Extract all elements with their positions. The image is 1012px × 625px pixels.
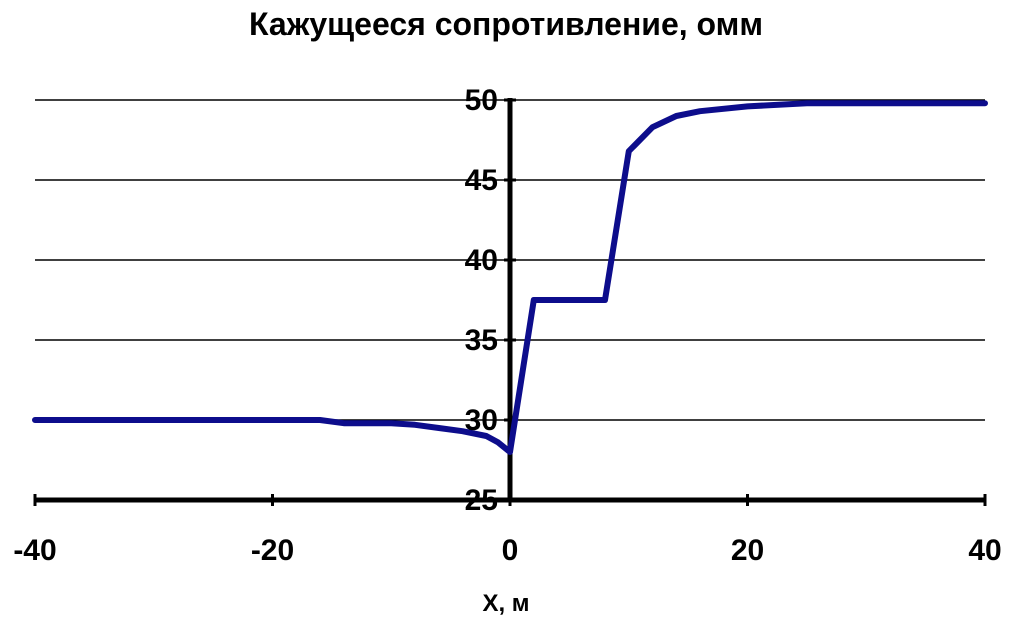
series-layer	[32, 100, 988, 455]
x-tick-label-40: 40	[968, 534, 1001, 567]
y-tick-label-45: 45	[465, 164, 498, 197]
x-tick-label-0: 0	[502, 534, 519, 567]
x-tick-labels: -40 -20 0 20 40	[13, 534, 1001, 567]
y-tick-label-35: 35	[465, 324, 498, 357]
chart-title: Кажущееся сопротивление, омм	[248, 6, 764, 42]
y-tick-label-25: 25	[465, 484, 498, 517]
x-tick-label--40: -40	[13, 534, 56, 567]
y-tick-labels: 25 30 35 40 45 50	[465, 84, 498, 517]
x-axis-label: X, м	[482, 590, 530, 617]
y-tick-label-30: 30	[465, 404, 498, 437]
x-tick-label--20: -20	[251, 534, 294, 567]
x-tick-label-20: 20	[731, 534, 764, 567]
series-line-0	[32, 100, 988, 455]
y-tick-label-40: 40	[465, 244, 498, 277]
y-tick-label-50: 50	[465, 84, 498, 117]
